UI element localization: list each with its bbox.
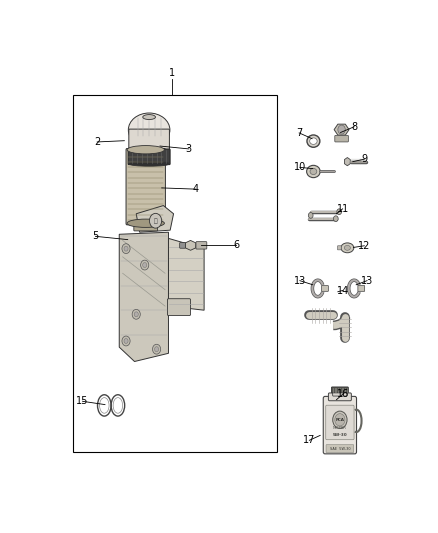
- Text: 12: 12: [358, 241, 371, 251]
- Circle shape: [338, 125, 345, 134]
- Text: 11: 11: [336, 204, 349, 214]
- Ellipse shape: [127, 219, 164, 228]
- Text: 13: 13: [361, 276, 373, 286]
- Ellipse shape: [129, 161, 170, 166]
- Polygon shape: [136, 206, 173, 232]
- FancyBboxPatch shape: [328, 393, 351, 401]
- Polygon shape: [334, 124, 349, 135]
- Text: 6: 6: [233, 239, 240, 249]
- FancyBboxPatch shape: [358, 286, 365, 292]
- Ellipse shape: [310, 168, 317, 175]
- Text: Ⓜ: Ⓜ: [154, 218, 157, 223]
- Text: 3: 3: [186, 144, 192, 154]
- Circle shape: [143, 263, 147, 268]
- Text: MOPAR: MOPAR: [333, 426, 347, 430]
- Circle shape: [124, 338, 128, 343]
- FancyBboxPatch shape: [134, 222, 158, 231]
- Polygon shape: [169, 238, 204, 310]
- Polygon shape: [119, 232, 169, 361]
- Ellipse shape: [307, 135, 320, 147]
- FancyBboxPatch shape: [129, 129, 170, 151]
- Text: 9: 9: [361, 154, 367, 164]
- Ellipse shape: [341, 243, 354, 253]
- FancyBboxPatch shape: [180, 243, 185, 248]
- FancyBboxPatch shape: [332, 387, 348, 393]
- Text: 17: 17: [303, 435, 315, 445]
- Text: 10: 10: [294, 163, 306, 172]
- Circle shape: [335, 414, 345, 426]
- Circle shape: [155, 347, 159, 352]
- Ellipse shape: [307, 165, 320, 177]
- FancyBboxPatch shape: [167, 298, 191, 316]
- FancyBboxPatch shape: [338, 246, 341, 250]
- Text: SAE  5W-30: SAE 5W-30: [329, 447, 350, 450]
- Text: 14: 14: [336, 286, 349, 295]
- Ellipse shape: [344, 245, 350, 251]
- Text: 8: 8: [351, 122, 357, 132]
- FancyBboxPatch shape: [326, 445, 354, 453]
- Text: 7: 7: [296, 128, 302, 138]
- Circle shape: [308, 213, 313, 219]
- Circle shape: [337, 209, 342, 215]
- Text: FCA: FCA: [336, 418, 344, 422]
- Circle shape: [333, 216, 338, 222]
- FancyBboxPatch shape: [128, 149, 170, 165]
- FancyBboxPatch shape: [332, 390, 347, 396]
- Circle shape: [134, 312, 138, 317]
- Text: 5W-30: 5W-30: [332, 433, 347, 437]
- Text: 13: 13: [294, 276, 306, 286]
- Polygon shape: [344, 158, 350, 166]
- FancyBboxPatch shape: [326, 405, 354, 440]
- Text: 5: 5: [92, 231, 99, 241]
- Circle shape: [149, 213, 162, 228]
- FancyBboxPatch shape: [335, 135, 348, 142]
- Text: 16: 16: [336, 389, 349, 399]
- Text: 1: 1: [169, 68, 175, 78]
- Circle shape: [333, 411, 347, 429]
- Ellipse shape: [128, 113, 170, 147]
- FancyBboxPatch shape: [126, 149, 166, 225]
- Circle shape: [122, 336, 130, 346]
- Text: 2: 2: [94, 137, 100, 147]
- Bar: [74, 95, 277, 452]
- Circle shape: [132, 309, 140, 319]
- FancyBboxPatch shape: [323, 397, 357, 454]
- Circle shape: [122, 244, 130, 254]
- Circle shape: [141, 260, 149, 270]
- Ellipse shape: [310, 138, 317, 144]
- FancyBboxPatch shape: [321, 286, 328, 292]
- Ellipse shape: [143, 115, 155, 119]
- Circle shape: [124, 246, 128, 251]
- Ellipse shape: [127, 146, 164, 154]
- Text: 4: 4: [193, 184, 199, 194]
- Text: 15: 15: [76, 397, 89, 406]
- Circle shape: [152, 344, 161, 354]
- Polygon shape: [185, 240, 196, 251]
- FancyBboxPatch shape: [196, 241, 207, 249]
